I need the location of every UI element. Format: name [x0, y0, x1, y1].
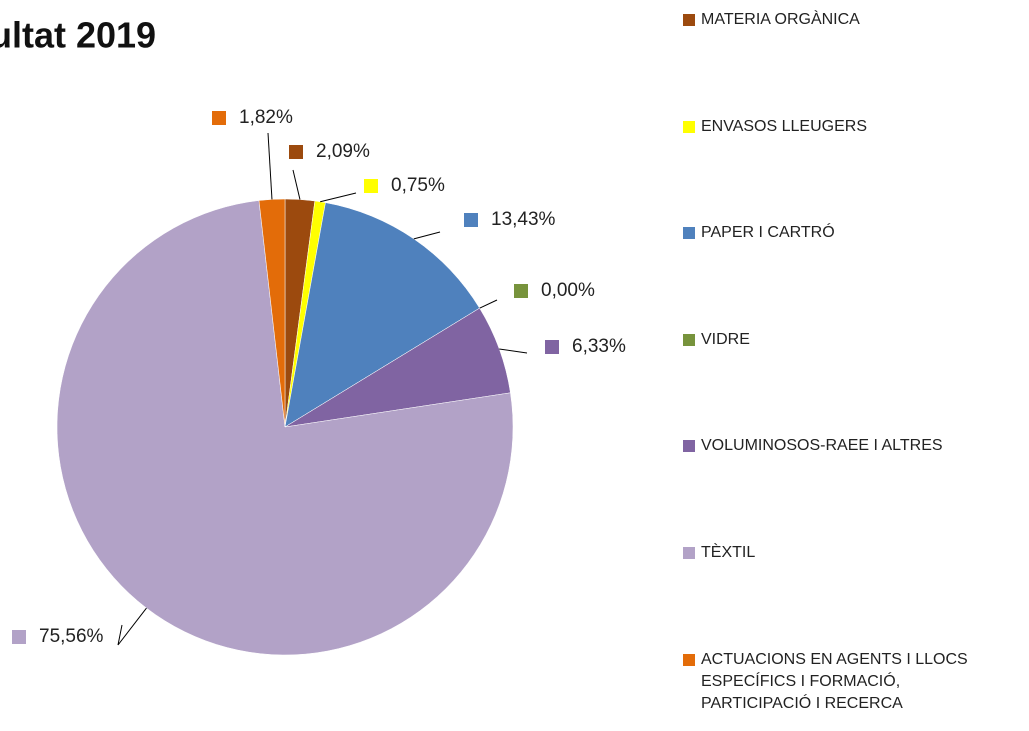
legend-item: ACTUACIONS EN AGENTS I LLOCS ESPECÍFICS … — [683, 649, 1013, 715]
label-swatch — [464, 213, 478, 227]
legend-item: VIDRE — [683, 329, 1013, 351]
legend-swatch — [683, 440, 695, 452]
data-label: 75,56% — [39, 626, 104, 647]
pie-slice — [258, 198, 286, 428]
legend-swatch — [683, 547, 695, 559]
legend-label: MATERIA ORGÀNICA — [701, 11, 860, 28]
legend-item: TÈXTIL — [683, 542, 1013, 564]
leader-line — [292, 169, 301, 200]
leader-line — [117, 607, 147, 646]
label-swatch — [12, 630, 26, 644]
legend-item: PAPER I CARTRÓ — [683, 222, 1013, 244]
label-swatch — [545, 340, 559, 354]
data-label: 1,82% — [239, 107, 293, 128]
leader-line — [499, 348, 528, 354]
legend-swatch — [683, 227, 695, 239]
label-swatch — [289, 145, 303, 159]
legend-label: VOLUMINOSOS-RAEE I ALTRES — [701, 437, 943, 454]
legend-label: ACTUACIONS EN AGENTS I LLOCS ESPECÍFICS … — [701, 651, 968, 712]
leader-line — [320, 192, 357, 203]
pie-slice — [56, 200, 514, 656]
label-swatch — [212, 111, 226, 125]
legend-label: VIDRE — [701, 331, 750, 348]
chart-title: ultat 2019 — [0, 15, 156, 56]
legend-item: MATERIA ORGÀNICA — [683, 9, 1013, 31]
data-label: 2,09% — [316, 141, 370, 162]
legend-label: ENVASOS LLEUGERS — [701, 118, 867, 135]
data-label: 6,33% — [572, 336, 626, 357]
leader-line — [413, 231, 441, 240]
leader-line — [479, 299, 498, 309]
label-swatch — [514, 284, 528, 298]
pie-slice — [284, 202, 480, 428]
legend-swatch — [683, 14, 695, 26]
data-label: 0,75% — [391, 175, 445, 196]
legend-label: PAPER I CARTRÓ — [701, 224, 835, 241]
legend-item: ENVASOS LLEUGERS — [683, 116, 1013, 138]
data-label: 0,00% — [541, 280, 595, 301]
leader-line — [267, 132, 273, 200]
data-label: 13,43% — [491, 209, 556, 230]
legend-swatch — [683, 121, 695, 133]
legend-item: VOLUMINOSOS-RAEE I ALTRES — [683, 435, 1013, 457]
legend-swatch — [683, 654, 695, 666]
legend-swatch — [683, 334, 695, 346]
legend-label: TÈXTIL — [701, 544, 756, 561]
label-swatch — [364, 179, 378, 193]
